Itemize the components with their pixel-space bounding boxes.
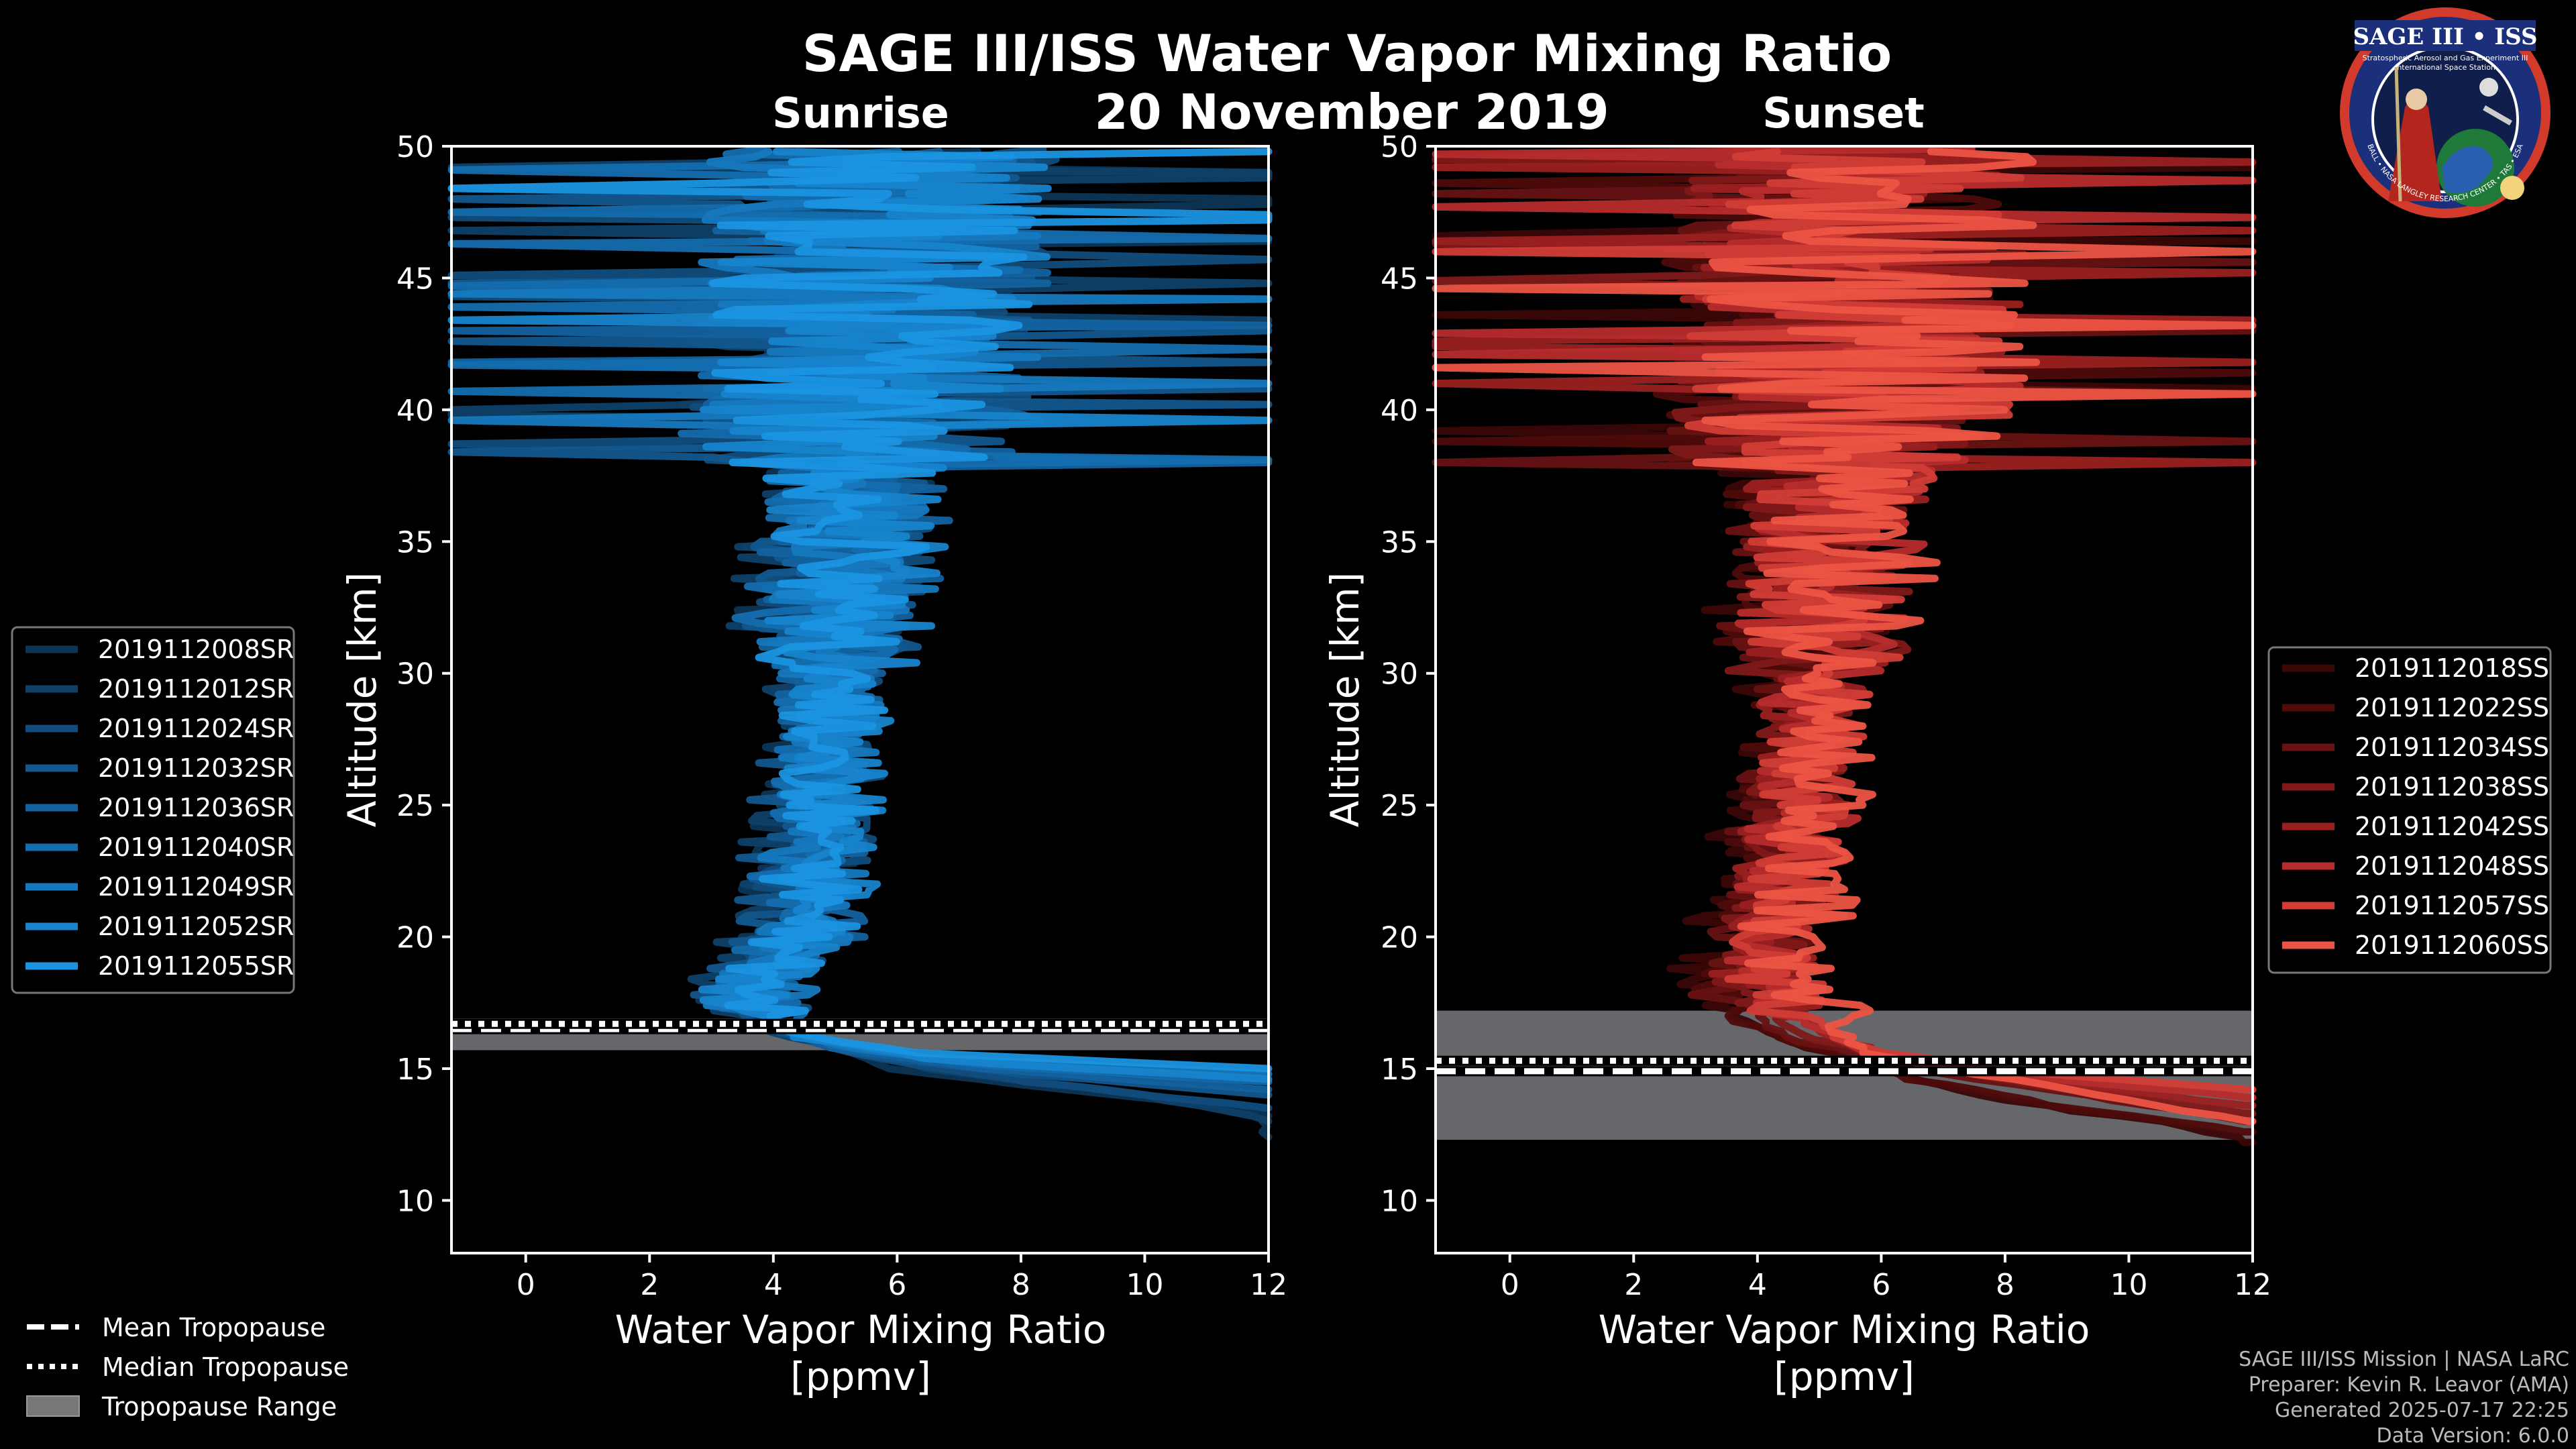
legend-label-2019112042SS: 2019112042SS <box>2355 812 2549 841</box>
sunset-y-tick-label: 40 <box>1381 394 1418 428</box>
sage-figure-icon <box>2388 97 2442 201</box>
sunset-x-tick-label: 12 <box>2234 1268 2271 1302</box>
earth-ocean-icon <box>2442 146 2493 193</box>
sunrise-x-tick-label: 2 <box>640 1268 659 1302</box>
sunrise-y-tick-label: 40 <box>396 394 434 428</box>
legend-label-2019112034SS: 2019112034SS <box>2355 733 2549 762</box>
legend-label-2019112038SS: 2019112038SS <box>2355 772 2549 802</box>
sunrise-series-group <box>447 145 1273 1141</box>
legend-label-2019112060SS: 2019112060SS <box>2355 930 2549 960</box>
legend-label-2019112040SR: 2019112040SR <box>98 833 294 862</box>
legend-label-2019112012SR: 2019112012SR <box>98 674 294 704</box>
credit-line-mission: SAGE III/ISS Mission | NASA LaRC <box>2239 1348 2569 1371</box>
sunrise-y-tick-label: 50 <box>396 130 434 164</box>
sunrise-plot-frame <box>450 145 1270 1254</box>
sunrise-legend-box <box>11 626 295 994</box>
sunset-series-group <box>1432 145 2257 1146</box>
median-tropopause-label: Median Tropopause <box>102 1352 349 1382</box>
tropopause-range-label: Tropopause Range <box>101 1392 337 1421</box>
sunset-tropopause-lines <box>1436 1055 2253 1077</box>
legend-label-2019112055SR: 2019112055SR <box>98 951 294 981</box>
legend-label-2019112022SS: 2019112022SS <box>2355 693 2549 722</box>
series-line-2019112057SS <box>1432 148 2257 1093</box>
legend-label-2019112052SR: 2019112052SR <box>98 912 294 941</box>
series-line-2019112055SR <box>447 148 1273 1073</box>
sunset-y-tick-label: 45 <box>1381 262 1418 296</box>
logo-subtitle-station: International Space Station <box>2395 63 2496 72</box>
sunset-y-tick-label: 25 <box>1381 789 1418 823</box>
chart-title: SAGE III/ISS Water Vapor Mixing Ratio <box>802 23 1892 83</box>
sunrise-axes: 0 2 4 6 8 10 12 10 15 20 25 30 35 40 45 50 <box>396 130 1287 1302</box>
legend-label-2019112048SS: 2019112048SS <box>2355 851 2549 881</box>
legend-label-2019112024SR: 2019112024SR <box>98 714 294 743</box>
sunrise-y-tick-label: 15 <box>396 1053 434 1087</box>
sunset-y-axis-label: Altitude [km] <box>1322 572 1368 827</box>
legend-label-2019112049SR: 2019112049SR <box>98 872 294 902</box>
date-title: 20 November 2019 <box>1094 84 1609 140</box>
sunset-legend: 2019112018SS 2019112022SS 2019112034SS 2019… <box>2267 646 2552 974</box>
sunset-x-tick-label: 2 <box>1624 1268 1643 1302</box>
credit-line-generated: Generated 2025-07-17 22:25 <box>2275 1399 2569 1422</box>
sunset-y-tick-label: 10 <box>1381 1184 1418 1218</box>
legend-label-2019112036SR: 2019112036SR <box>98 793 294 822</box>
legend-label-2019112018SS: 2019112018SS <box>2355 653 2549 683</box>
sunset-x-tick-label: 0 <box>1501 1268 1519 1302</box>
sunrise-x-tick-label: 8 <box>1012 1268 1030 1302</box>
sunrise-x-axis-label: Water Vapor Mixing Ratio <box>615 1307 1107 1352</box>
sunset-x-tick-label: 8 <box>1996 1268 2015 1302</box>
sunrise-y-tick-label: 45 <box>396 262 434 296</box>
legend-label-2019112008SR: 2019112008SR <box>98 635 294 664</box>
credit-line-version: Data Version: 6.0.0 <box>2377 1424 2569 1448</box>
series-line-2019112060SS <box>1432 148 2257 1126</box>
sunset-legend-box <box>2267 646 2552 974</box>
mean-tropopause-label: Mean Tropopause <box>102 1313 325 1342</box>
sunrise-x-tick-label: 0 <box>517 1268 535 1302</box>
sage-figure-head-icon <box>2406 89 2427 110</box>
sun-icon <box>2500 176 2524 200</box>
credit-line-preparer: Preparer: Kevin R. Leavor (AMA) <box>2249 1373 2569 1397</box>
sage-iii-iss-logo: SAGE III • ISS Stratospheric Aerosol and… <box>2340 7 2551 218</box>
sunrise-y-tick-label: 35 <box>396 525 434 559</box>
credits-block: SAGE III/ISS Mission | NASA LaRC Prepare… <box>2239 1348 2569 1448</box>
sunrise-y-tick-label: 10 <box>396 1184 434 1218</box>
sunset-x-tick-label: 10 <box>2110 1268 2147 1302</box>
sunset-y-tick-label: 15 <box>1381 1053 1418 1087</box>
sunrise-x-axis-units: [ppmv] <box>790 1354 931 1399</box>
tropopause-range-swatch <box>26 1395 80 1417</box>
sunrise-x-tick-label: 10 <box>1126 1268 1163 1302</box>
sunset-x-tick-label: 6 <box>1872 1268 1890 1302</box>
sunset-x-axis-units: [ppmv] <box>1774 1354 1915 1399</box>
sunset-x-tick-label: 4 <box>1748 1268 1767 1302</box>
sunset-x-axis-label: Water Vapor Mixing Ratio <box>1599 1307 2090 1352</box>
tropopause-legend: Mean Tropopause Median Tropopause Tropop… <box>26 1313 349 1421</box>
legend-label-2019112057SS: 2019112057SS <box>2355 891 2549 920</box>
sunrise-panel: 0 2 4 6 8 10 12 10 15 20 25 30 35 40 45 50 Water Vapor … <box>339 130 1287 1399</box>
sunset-y-tick-label: 30 <box>1381 657 1418 692</box>
logo-subtitle-experiment: Stratospheric Aerosol and Gas Experiment… <box>2363 54 2528 62</box>
sunrise-y-axis-label: Altitude [km] <box>339 572 385 827</box>
sunset-panel: 0 2 4 6 8 10 12 10 15 20 25 30 35 40 45 50 Water Vapor … <box>1322 130 2271 1399</box>
logo-title: SAGE III • ISS <box>2353 23 2537 50</box>
legend-label-2019112032SR: 2019112032SR <box>98 753 294 783</box>
sunrise-x-tick-label: 12 <box>1250 1268 1287 1302</box>
iss-station-icon <box>2483 105 2512 125</box>
logo-title-banner <box>2355 20 2536 51</box>
sunset-y-tick-label: 50 <box>1381 130 1418 164</box>
moon-icon <box>2479 78 2498 97</box>
sunrise-x-tick-label: 6 <box>888 1268 906 1302</box>
sunrise-y-tick-label: 25 <box>396 789 434 823</box>
sunset-axes: 0 2 4 6 8 10 12 10 15 20 25 30 35 40 45 50 <box>1381 130 2271 1302</box>
sunrise-y-tick-label: 30 <box>396 657 434 692</box>
sunset-plot-frame <box>1434 145 2254 1254</box>
sunrise-legend: 2019112008SR 2019112012SR 2019112024SR 2019… <box>11 626 295 994</box>
sunrise-x-tick-label: 4 <box>764 1268 783 1302</box>
staff-icon <box>2394 66 2402 202</box>
sunrise-subtitle: Sunrise <box>772 89 949 138</box>
sunset-y-tick-label: 20 <box>1381 921 1418 955</box>
sunrise-y-tick-label: 20 <box>396 921 434 955</box>
sunrise-tropopause-lines <box>451 1018 1269 1034</box>
sunset-subtitle: Sunset <box>1762 89 1925 138</box>
sunset-y-tick-label: 35 <box>1381 525 1418 559</box>
